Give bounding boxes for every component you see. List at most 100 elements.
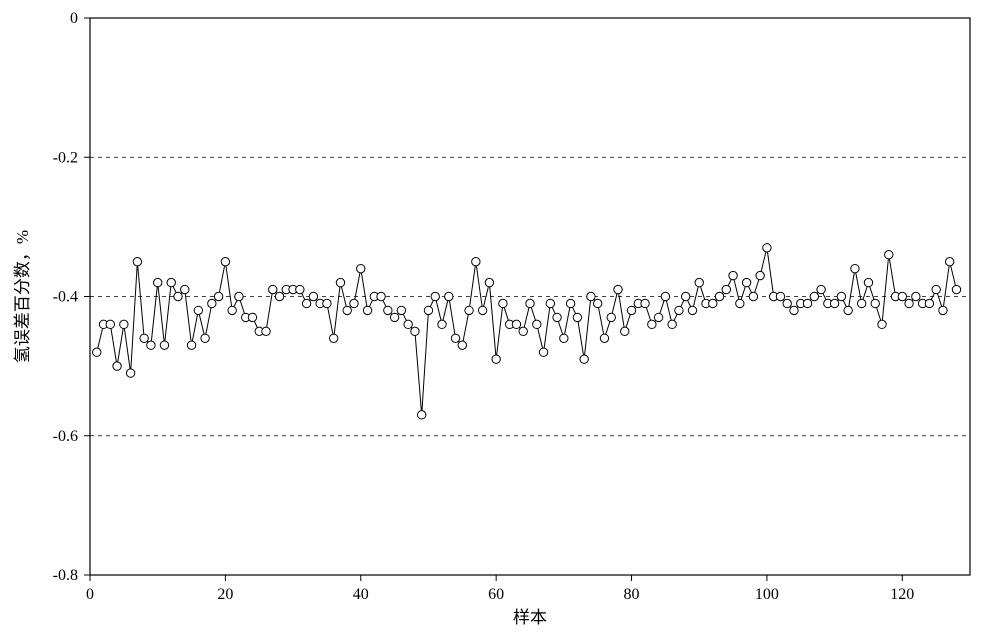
data-marker: [411, 327, 419, 335]
data-marker: [153, 278, 161, 286]
data-marker: [485, 278, 493, 286]
data-marker: [397, 306, 405, 314]
data-marker: [654, 313, 662, 321]
data-marker: [681, 292, 689, 300]
data-marker: [695, 278, 703, 286]
data-marker: [939, 306, 947, 314]
data-marker: [776, 292, 784, 300]
data-marker: [275, 292, 283, 300]
data-marker: [384, 306, 392, 314]
data-marker: [519, 327, 527, 335]
data-marker: [343, 306, 351, 314]
data-marker: [803, 299, 811, 307]
y-tick-label: -0.2: [53, 149, 78, 166]
data-marker: [810, 292, 818, 300]
data-marker: [296, 285, 304, 293]
data-marker: [668, 320, 676, 328]
y-tick-label: 0: [70, 10, 78, 27]
data-marker: [580, 355, 588, 363]
data-marker: [126, 369, 134, 377]
data-marker: [641, 299, 649, 307]
data-marker: [533, 320, 541, 328]
x-tick-label: 40: [353, 586, 369, 603]
data-marker: [140, 334, 148, 342]
data-marker: [600, 334, 608, 342]
data-marker: [93, 348, 101, 356]
data-marker: [715, 292, 723, 300]
data-marker: [235, 292, 243, 300]
data-marker: [885, 251, 893, 259]
data-marker: [350, 299, 358, 307]
data-marker: [458, 341, 466, 349]
x-tick-label: 0: [86, 586, 94, 603]
data-marker: [560, 334, 568, 342]
data-marker: [472, 257, 480, 265]
data-marker: [648, 320, 656, 328]
data-marker: [424, 306, 432, 314]
data-marker: [357, 264, 365, 272]
data-marker: [587, 292, 595, 300]
data-marker: [661, 292, 669, 300]
data-marker: [593, 299, 601, 307]
data-marker: [174, 292, 182, 300]
data-marker: [404, 320, 412, 328]
data-marker: [431, 292, 439, 300]
data-marker: [499, 299, 507, 307]
data-marker: [526, 299, 534, 307]
data-marker: [262, 327, 270, 335]
data-marker: [336, 278, 344, 286]
data-marker: [566, 299, 574, 307]
data-marker: [302, 299, 310, 307]
data-marker: [269, 285, 277, 293]
data-marker: [363, 306, 371, 314]
data-marker: [912, 292, 920, 300]
data-marker: [722, 285, 730, 293]
data-marker: [248, 313, 256, 321]
data-marker: [147, 341, 155, 349]
data-marker: [539, 348, 547, 356]
data-marker: [573, 313, 581, 321]
data-marker: [898, 292, 906, 300]
data-marker: [729, 271, 737, 279]
data-marker: [614, 285, 622, 293]
data-marker: [756, 271, 764, 279]
data-marker: [607, 313, 615, 321]
x-tick-label: 80: [624, 586, 640, 603]
data-marker: [377, 292, 385, 300]
data-marker: [167, 278, 175, 286]
data-marker: [688, 306, 696, 314]
data-marker: [844, 306, 852, 314]
data-marker: [553, 313, 561, 321]
data-marker: [208, 299, 216, 307]
data-marker: [465, 306, 473, 314]
x-tick-label: 120: [890, 586, 914, 603]
data-marker: [120, 320, 128, 328]
data-marker: [194, 306, 202, 314]
data-marker: [830, 299, 838, 307]
chart-container: 0-0.2-0.4-0.6-0.8020406080100120样本氢误差百分数…: [0, 0, 1000, 643]
data-marker: [675, 306, 683, 314]
data-marker: [478, 306, 486, 314]
y-tick-label: -0.8: [53, 567, 78, 584]
data-marker: [228, 306, 236, 314]
data-marker: [621, 327, 629, 335]
data-marker: [417, 411, 425, 419]
data-marker: [160, 341, 168, 349]
data-marker: [113, 362, 121, 370]
data-marker: [857, 299, 865, 307]
x-tick-label: 20: [217, 586, 233, 603]
data-marker: [133, 257, 141, 265]
y-axis-label: 氢误差百分数，%: [13, 230, 32, 363]
data-marker: [546, 299, 554, 307]
data-marker: [627, 306, 635, 314]
data-marker: [438, 320, 446, 328]
data-marker: [871, 299, 879, 307]
data-marker: [817, 285, 825, 293]
x-tick-label: 60: [488, 586, 504, 603]
data-marker: [945, 257, 953, 265]
data-marker: [925, 299, 933, 307]
data-marker: [763, 244, 771, 252]
line-chart: 0-0.2-0.4-0.6-0.8020406080100120样本氢误差百分数…: [0, 0, 1000, 643]
data-marker: [201, 334, 209, 342]
x-axis-label: 样本: [513, 608, 547, 627]
